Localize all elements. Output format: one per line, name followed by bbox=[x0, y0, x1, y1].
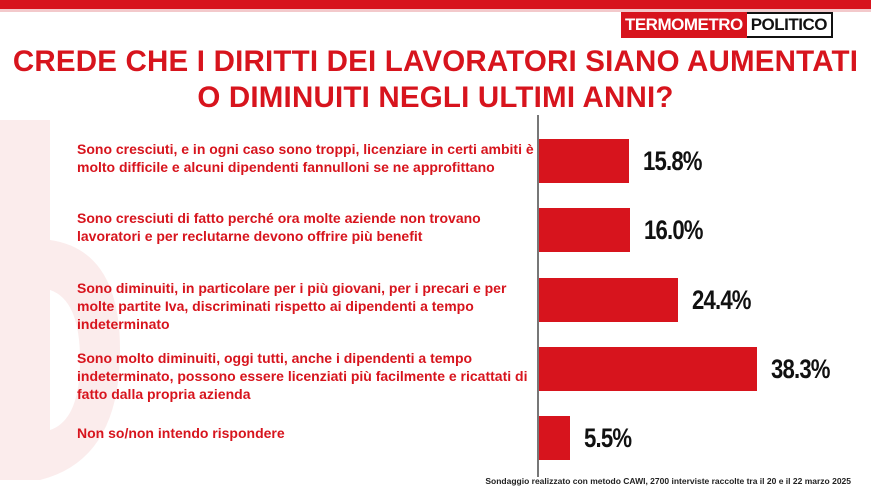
bar-value-label: 24.4% bbox=[692, 285, 751, 315]
bar bbox=[539, 278, 679, 322]
brand-logo: TERMOMETRO POLITICO bbox=[620, 12, 833, 38]
bar-value-label: 16.0% bbox=[644, 215, 703, 245]
category-label: Sono cresciuti di fatto perché ora molte… bbox=[77, 210, 481, 244]
bar bbox=[539, 139, 630, 183]
brand-logo-part1: TERMOMETRO bbox=[620, 12, 747, 38]
top-accent-bar bbox=[0, 0, 871, 9]
bar-value-label: 38.3% bbox=[771, 354, 830, 384]
top-accent-bar-shadow bbox=[0, 9, 871, 12]
bar-value-label: 15.8% bbox=[643, 146, 702, 176]
survey-footnote: Sondaggio realizzato con metodo CAWI, 27… bbox=[485, 476, 851, 486]
watermark-graphic bbox=[0, 120, 120, 480]
chart-axis-line bbox=[537, 115, 539, 477]
category-label: Sono diminuiti, in particolare per i più… bbox=[77, 280, 507, 332]
bar bbox=[539, 208, 631, 252]
brand-logo-part2: POLITICO bbox=[746, 12, 833, 38]
chart-title: CREDE CHE I DIRITTI DEI LAVORATORI SIANO… bbox=[0, 44, 871, 116]
category-label: Non so/non intendo rispondere bbox=[77, 425, 285, 441]
bar bbox=[539, 416, 571, 460]
bar-value-label: 5.5% bbox=[584, 423, 632, 453]
category-label: Sono molto diminuiti, oggi tutti, anche … bbox=[77, 350, 528, 402]
category-label: Sono cresciuti, e in ogni caso sono trop… bbox=[77, 141, 534, 175]
bar bbox=[539, 347, 758, 391]
chart-title-text: CREDE CHE I DIRITTI DEI LAVORATORI SIANO… bbox=[12, 45, 859, 114]
